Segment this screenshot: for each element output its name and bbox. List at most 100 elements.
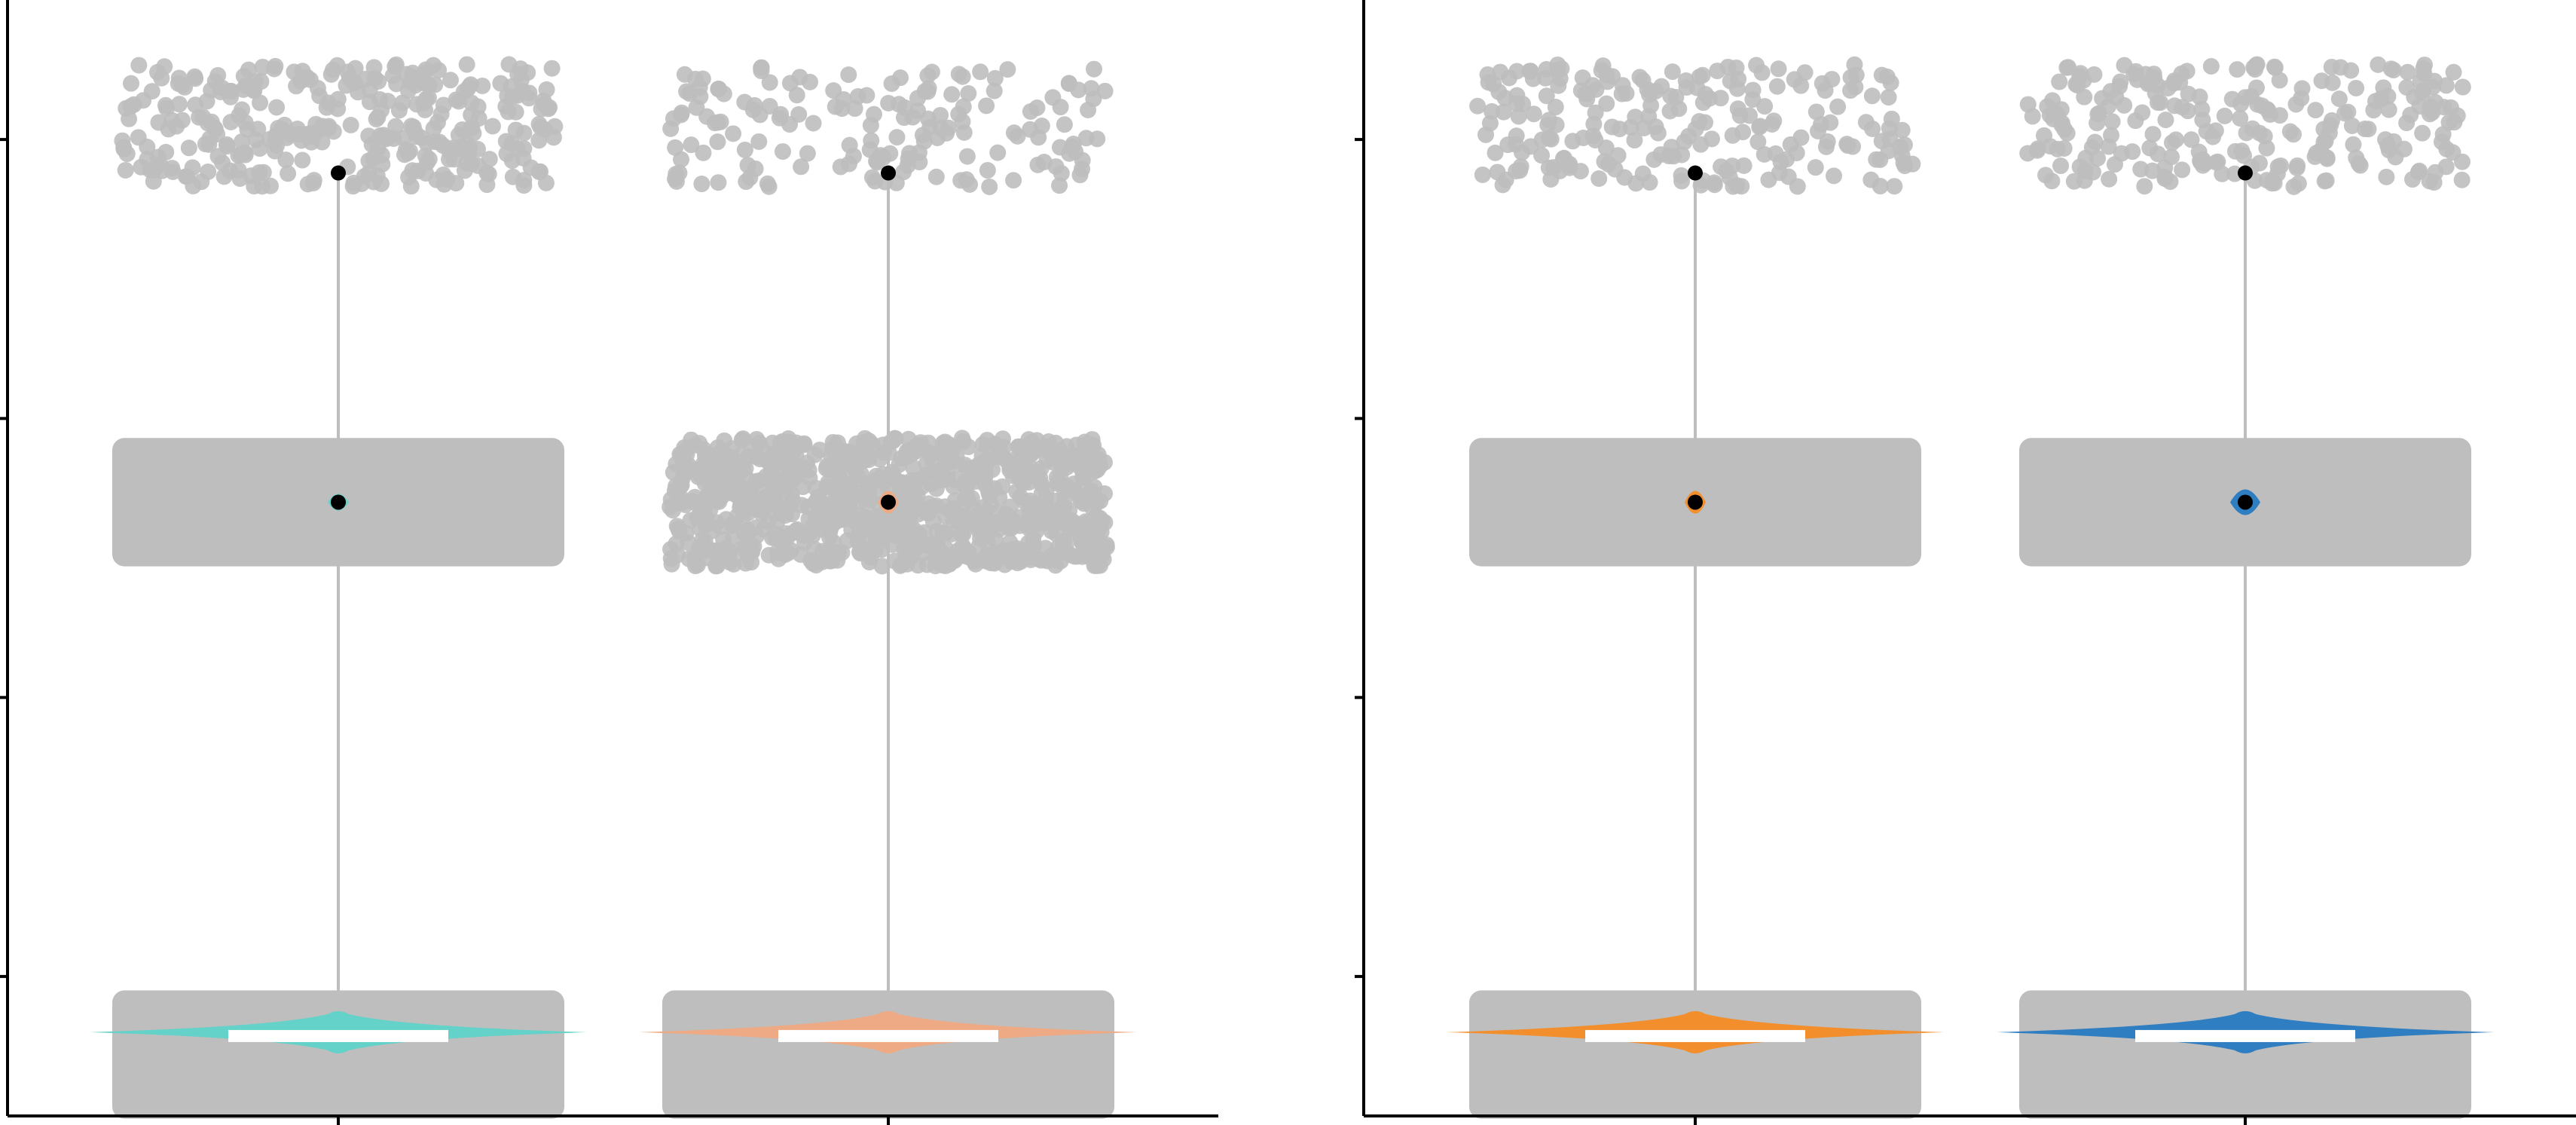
data-point [884,536,901,553]
data-point [709,133,726,151]
data-point [667,139,684,156]
data-point [1807,103,1825,121]
data-point [245,81,262,98]
data-point [910,526,927,543]
data-point [1847,78,1864,96]
data-point [294,151,311,169]
data-point [200,136,218,153]
data-point [439,170,456,188]
data-point [748,500,765,518]
data-point [905,475,922,493]
data-point [1060,75,1077,92]
group-1 [1447,56,1944,1119]
data-point [991,441,1008,458]
median-marker [1688,165,1703,181]
data-point [1756,145,1773,163]
data-point [883,75,900,92]
data-point [2198,123,2215,140]
data-point [841,495,858,512]
data-point [904,109,921,126]
data-point [751,451,769,468]
data-point [772,445,789,463]
data-point [1730,70,1747,87]
data-point [741,169,759,186]
data-point [2414,84,2431,102]
data-point [919,110,937,127]
data-point [1051,139,1068,156]
data-point [328,57,346,74]
data-point [1083,488,1100,506]
data-point [2037,167,2055,184]
data-point [810,488,827,506]
data-point [775,463,793,481]
data-point [1809,123,1826,140]
data-point [1016,494,1034,511]
data-point [515,124,533,142]
data-point [399,82,417,99]
data-point [1489,164,1506,181]
data-point [938,124,955,142]
data-point [1046,505,1063,522]
data-point [1513,144,1530,161]
data-point [1037,491,1054,508]
data-point [986,69,1004,87]
data-point [458,56,475,73]
data-point [2238,124,2255,142]
data-point [2149,94,2166,112]
data-point [2076,172,2093,189]
data-point [2086,66,2103,83]
data-point [801,524,818,541]
data-point [2293,80,2311,97]
dense-point-cluster [112,990,564,1119]
data-point [2317,133,2334,150]
data-point [928,522,946,540]
data-point [1487,144,1504,161]
data-point [927,168,945,185]
data-point [735,483,753,500]
data-point [2101,170,2118,188]
data-point [1086,60,1103,78]
data-point [2194,157,2211,174]
data-point [1499,136,1517,154]
data-point [2285,178,2303,195]
data-point [2232,109,2249,127]
data-point [836,442,854,460]
data-point [1494,176,1511,194]
data-point [399,144,417,161]
data-point [387,118,405,135]
data-point [788,434,805,451]
data-point [497,133,515,150]
data-point [231,107,248,124]
data-point [117,161,134,179]
panel-left [0,0,1218,1125]
data-point [530,132,548,149]
data-point [1603,118,1621,136]
data-point [950,66,967,83]
data-point [1501,69,1518,87]
data-point [2284,126,2302,143]
data-point [761,97,778,115]
data-point [478,176,496,194]
data-point [943,86,961,103]
data-point [991,489,1008,506]
data-point [1829,98,1847,115]
data-point [462,76,479,93]
data-point [353,175,371,192]
data-point [974,551,992,568]
data-point [1649,124,1667,142]
data-point [888,129,906,146]
data-point [499,87,516,105]
data-point [2348,79,2365,96]
data-point [860,433,878,450]
data-point [1525,105,1542,123]
data-point [2149,145,2166,163]
data-point [1063,512,1080,529]
data-point [2264,173,2281,190]
data-point [1692,136,1710,153]
data-point [693,541,710,558]
data-point [157,143,175,160]
data-point [1692,176,1710,194]
data-point [1626,132,1643,149]
data-point [937,454,955,471]
data-point [863,169,881,186]
